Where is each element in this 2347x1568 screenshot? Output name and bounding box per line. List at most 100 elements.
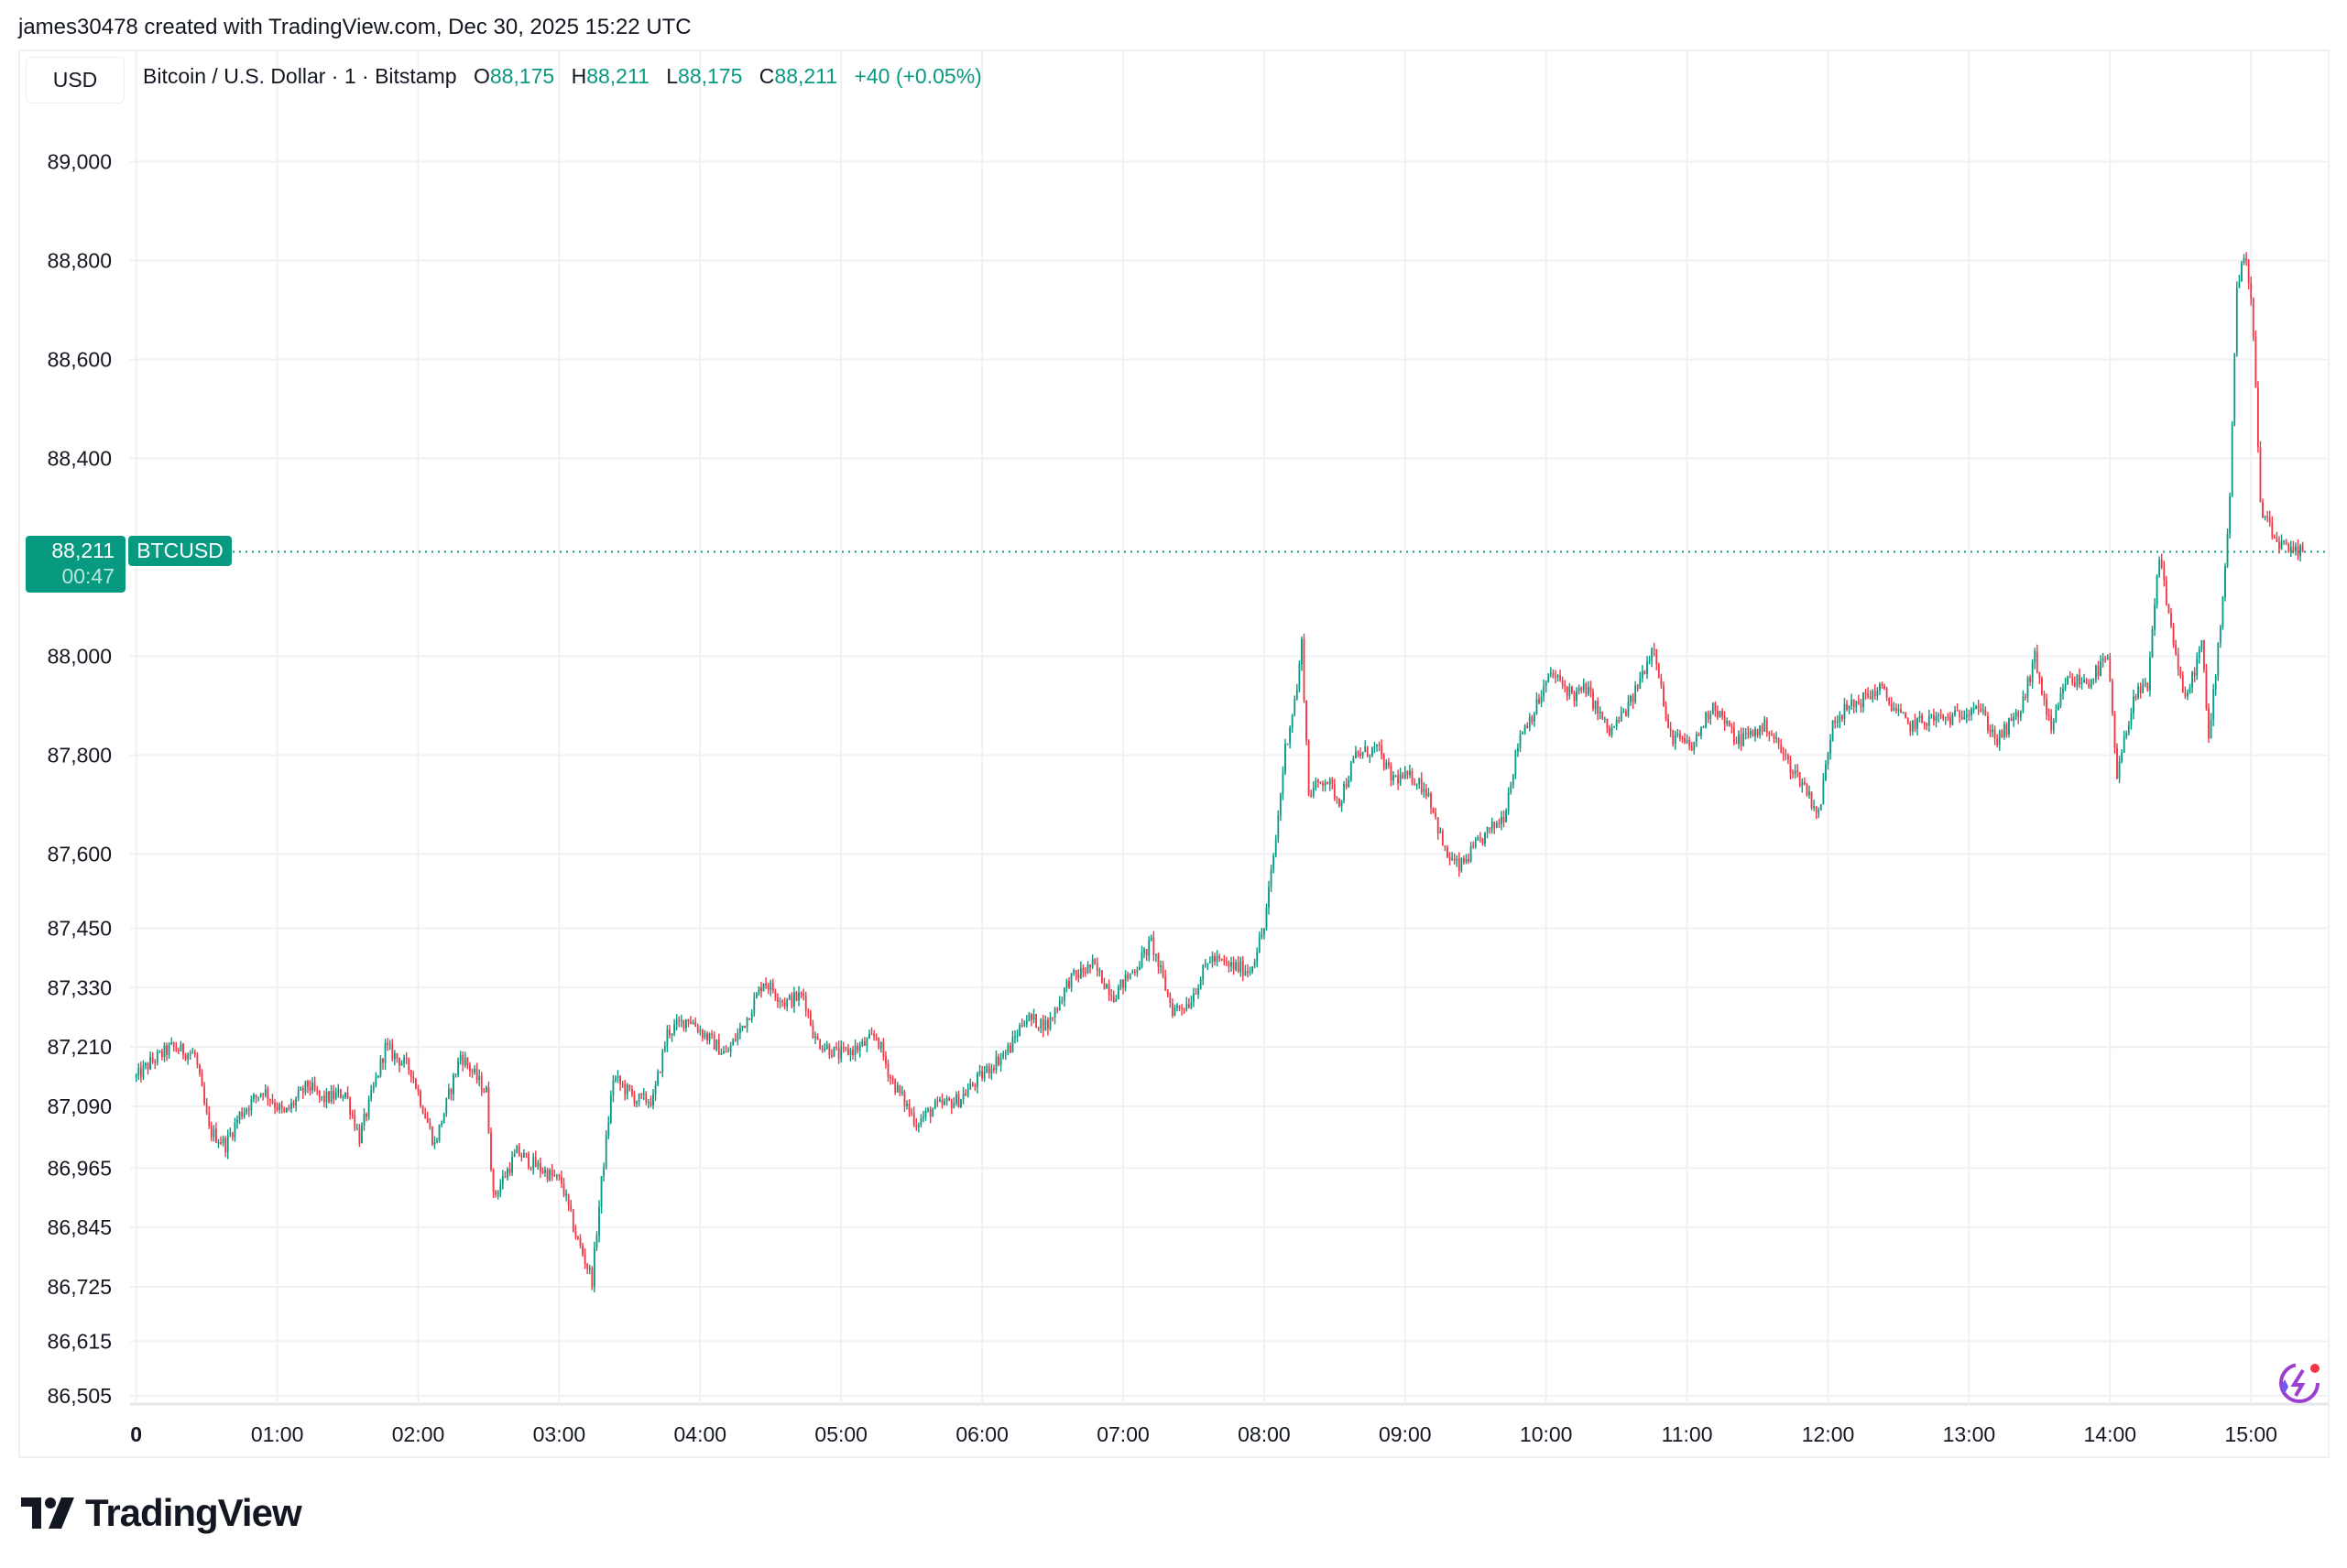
candle xyxy=(1331,777,1334,789)
candle xyxy=(2085,677,2088,685)
candle-body xyxy=(1827,753,1829,765)
candle xyxy=(1178,1005,1181,1011)
candle-body xyxy=(791,995,793,1007)
candle xyxy=(1237,955,1239,974)
candle xyxy=(2158,556,2161,578)
candle xyxy=(213,1125,215,1142)
candle-body xyxy=(2238,281,2241,288)
candle-body xyxy=(1610,726,1613,735)
candle-body xyxy=(2017,712,2020,718)
candle xyxy=(379,1055,382,1078)
candle xyxy=(857,1042,859,1054)
candle xyxy=(243,1107,246,1119)
candle xyxy=(1599,706,1601,720)
candle xyxy=(1829,734,1831,760)
candle xyxy=(1009,1042,1011,1054)
candle xyxy=(175,1041,178,1052)
candle-body xyxy=(2210,719,2212,738)
candle xyxy=(1601,711,1604,720)
candle xyxy=(1456,855,1458,867)
candle-body xyxy=(593,1247,595,1287)
candle-body xyxy=(226,1135,229,1152)
candle-body xyxy=(424,1113,427,1118)
candle-body xyxy=(621,1083,624,1085)
candle-body xyxy=(1545,681,1547,687)
candle-body xyxy=(1905,712,1907,719)
candle xyxy=(151,1051,154,1064)
candle-body xyxy=(696,1026,699,1032)
candle xyxy=(1646,656,1648,680)
candle xyxy=(833,1046,835,1058)
candle-body xyxy=(257,1096,259,1098)
candle-body xyxy=(1855,701,1858,708)
candle-body xyxy=(231,1133,234,1138)
candle-body xyxy=(203,1086,205,1104)
candle-body xyxy=(882,1042,885,1057)
candle-body xyxy=(2287,543,2290,552)
candle-body xyxy=(1894,707,1897,711)
candle xyxy=(2243,254,2245,266)
candle xyxy=(321,1095,323,1102)
candle-body xyxy=(1589,687,1592,692)
candle xyxy=(933,1098,936,1110)
candle xyxy=(2137,682,2139,700)
tradingview-logo[interactable]: TradingView xyxy=(21,1491,302,1535)
candle-body xyxy=(2050,715,2053,731)
candle xyxy=(1587,681,1589,697)
candle-body xyxy=(1813,806,1816,809)
candle xyxy=(2217,642,2220,681)
candle-body xyxy=(1620,711,1622,722)
candle xyxy=(1312,781,1315,799)
candle-body xyxy=(454,1073,457,1075)
candle-body xyxy=(1277,814,1280,840)
candle-body xyxy=(729,1045,732,1051)
candle xyxy=(1921,713,1923,724)
candle-body xyxy=(673,1024,675,1034)
candle-body xyxy=(1249,972,1251,974)
candle-body xyxy=(835,1046,837,1048)
candle xyxy=(1479,832,1481,843)
candle-body xyxy=(2301,545,2304,552)
candle-body xyxy=(879,1042,882,1049)
candle xyxy=(2101,652,2104,668)
candle xyxy=(1960,710,1963,721)
candle-body xyxy=(367,1098,370,1117)
candle xyxy=(523,1149,525,1158)
candle xyxy=(570,1199,573,1213)
candle-body xyxy=(1947,716,1949,718)
candle xyxy=(1618,716,1621,724)
candle-body xyxy=(518,1145,520,1156)
candle xyxy=(659,1071,661,1073)
candle xyxy=(885,1051,887,1069)
candle-body xyxy=(1660,678,1663,686)
candle xyxy=(812,1019,814,1040)
candle-body xyxy=(1079,967,1082,978)
candle xyxy=(1291,713,1294,733)
currency-button[interactable]: USD xyxy=(26,57,125,103)
candle xyxy=(485,1085,487,1093)
candle-body xyxy=(819,1040,822,1050)
candle xyxy=(774,988,777,1002)
candle xyxy=(906,1100,908,1110)
candle-body xyxy=(264,1089,267,1095)
candle-body xyxy=(1667,718,1669,728)
candle-body xyxy=(1798,771,1801,787)
symbol-title[interactable]: Bitcoin / U.S. Dollar · 1 · Bitstamp xyxy=(143,64,457,88)
candle xyxy=(1063,987,1065,1007)
y-tick-label: 87,090 xyxy=(48,1094,112,1118)
candle xyxy=(1568,682,1571,700)
candle xyxy=(391,1039,394,1062)
candle-body xyxy=(2101,659,2104,662)
candle-body xyxy=(363,1114,366,1126)
candle-body xyxy=(546,1170,549,1181)
candle-body xyxy=(1543,686,1545,697)
candle xyxy=(247,1105,250,1117)
candle-body xyxy=(652,1094,654,1106)
candle-body xyxy=(1232,962,1235,970)
candle-body xyxy=(191,1052,194,1054)
candle xyxy=(217,1138,220,1149)
candle-body xyxy=(1819,803,1822,811)
candle-body xyxy=(1263,928,1265,935)
candle-body xyxy=(831,1055,833,1057)
